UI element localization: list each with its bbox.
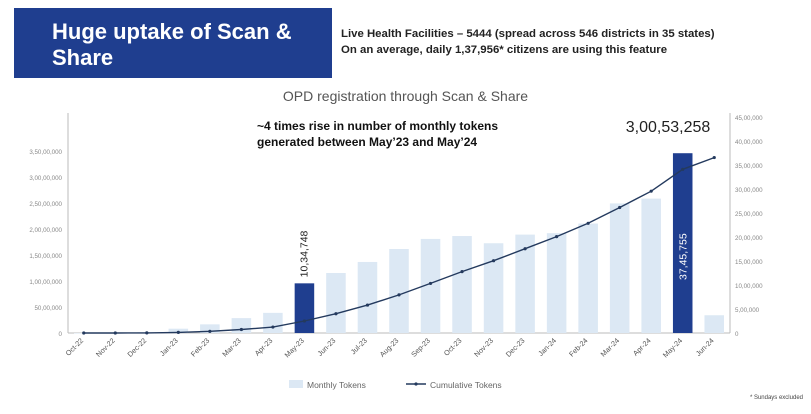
x-tick-label: Jun-23 [315, 336, 337, 358]
may24-bar-label: 37,45,755 [678, 233, 690, 280]
right-tick-label: 35,00,000 [735, 163, 763, 170]
x-tick-label: Feb-24 [567, 336, 589, 358]
x-tick-label: May-24 [661, 336, 684, 359]
monthly-token-bar [641, 198, 661, 333]
x-tick-label: Feb-23 [189, 336, 211, 358]
monthly-token-bar [294, 283, 315, 333]
footnote: * Sundays excluded [749, 395, 803, 401]
monthly-token-bar [263, 312, 283, 333]
x-tick-label: Dec-23 [504, 336, 527, 359]
left-tick-label: 3,00,00,000 [29, 175, 62, 182]
monthly-token-bar [389, 249, 409, 333]
cumulative-point [681, 167, 685, 171]
may23-bar-label: 10,34,748 [298, 230, 310, 277]
monthly-token-bar [326, 273, 346, 333]
right-tick-label: 10,00,000 [735, 283, 763, 290]
left-tick-label: 50,00,000 [34, 305, 62, 312]
cumulative-point [555, 234, 559, 239]
x-tick-label: Sep-23 [409, 336, 432, 359]
cumulative-point [113, 331, 117, 335]
monthly-token-bar [704, 315, 725, 333]
left-tick-label: 3,50,00,000 [29, 149, 62, 156]
cumulative-point [145, 331, 149, 335]
x-tick-label: Nov-23 [472, 336, 495, 359]
legend-line-label: Cumulative Tokens [430, 380, 502, 390]
monthly-token-bar [483, 243, 504, 333]
left-tick-label: 2,50,00,000 [29, 201, 62, 208]
growth-note-line-2: generated between May’23 and May’24 [257, 135, 478, 149]
cumulative-point [523, 247, 527, 251]
x-tick-label: Dec-22 [125, 336, 148, 359]
x-tick-label: Jan-24 [536, 336, 558, 358]
x-tick-label: Apr-24 [631, 336, 653, 358]
x-tick-label: May-23 [283, 336, 306, 359]
growth-note-line-1: ~4 times rise in number of monthly token… [257, 119, 499, 133]
right-tick-label: 30,00,000 [735, 187, 763, 194]
x-tick-label: Oct-23 [442, 336, 464, 358]
monthly-token-bar [420, 238, 441, 333]
cumulative-point [428, 281, 433, 286]
cumulative-point [302, 319, 307, 323]
x-tick-label: Jun-24 [694, 336, 716, 358]
chart-title: OPD registration through Scan & Share [282, 88, 529, 104]
cumulative-point [491, 259, 496, 263]
x-tick-label: Jul-23 [349, 336, 369, 356]
cumulative-point [618, 205, 622, 210]
legend-bar-swatch [289, 380, 303, 388]
left-tick-label: 0 [59, 331, 63, 338]
right-tick-label: 0 [735, 331, 739, 338]
x-tick-label: Oct-22 [64, 336, 86, 358]
cumulative-point [82, 331, 86, 335]
cumulative-point [239, 327, 243, 332]
left-tick-label: 1,50,00,000 [29, 253, 62, 260]
legend-line-marker [414, 382, 418, 386]
right-tick-label: 20,00,000 [735, 235, 763, 242]
fact-daily-users: On an average, daily 1,37,956* citizens … [341, 44, 668, 56]
cumulative-point [586, 221, 590, 225]
cumulative-point [460, 270, 464, 274]
cumulative-point [365, 303, 370, 307]
monthly-token-bar [578, 223, 598, 333]
monthly-token-bar [452, 236, 472, 333]
monthly-token-bar [546, 233, 567, 333]
x-tick-label: Mar-23 [220, 336, 242, 358]
right-tick-label: 15,00,000 [735, 259, 763, 266]
monthly-token-bar [515, 234, 535, 333]
x-tick-label: Nov-22 [94, 336, 117, 359]
monthly-token-bar [200, 324, 220, 333]
x-tick-label: Apr-23 [253, 336, 275, 358]
cumulative-point [208, 329, 212, 333]
fact-facilities: Live Health Facilities – 5444 (spread ac… [341, 28, 715, 40]
cumulative-point [334, 312, 338, 316]
cumulative-point [712, 155, 716, 160]
left-tick-label: 2,00,00,000 [29, 227, 62, 234]
left-tick-label: 1,00,00,000 [29, 279, 62, 286]
monthly-token-bar [357, 261, 378, 333]
x-tick-label: Mar-24 [599, 336, 621, 358]
cumulative-point [271, 325, 275, 329]
cumulative-point [397, 293, 401, 297]
cumulative-total-label: 3,00,53,258 [626, 119, 711, 136]
page-heading: Huge uptake of Scan & Share [14, 8, 332, 78]
monthly-token-bar [609, 203, 630, 333]
cumulative-point [176, 330, 180, 334]
right-tick-label: 45,00,000 [735, 115, 763, 122]
right-tick-label: 25,00,000 [735, 211, 763, 218]
right-tick-label: 5,00,000 [735, 307, 760, 314]
growth-note: ~4 times rise in number of monthly token… [257, 118, 498, 150]
legend-bar-label: Monthly Tokens [307, 380, 366, 390]
facts-block: Live Health Facilities – 5444 (spread ac… [341, 26, 715, 58]
x-tick-label: Jan-23 [158, 336, 180, 358]
cumulative-point [649, 189, 653, 193]
x-tick-label: Aug-23 [378, 336, 401, 359]
monthly-token-bar [672, 153, 693, 333]
right-tick-label: 40,00,000 [735, 139, 763, 146]
